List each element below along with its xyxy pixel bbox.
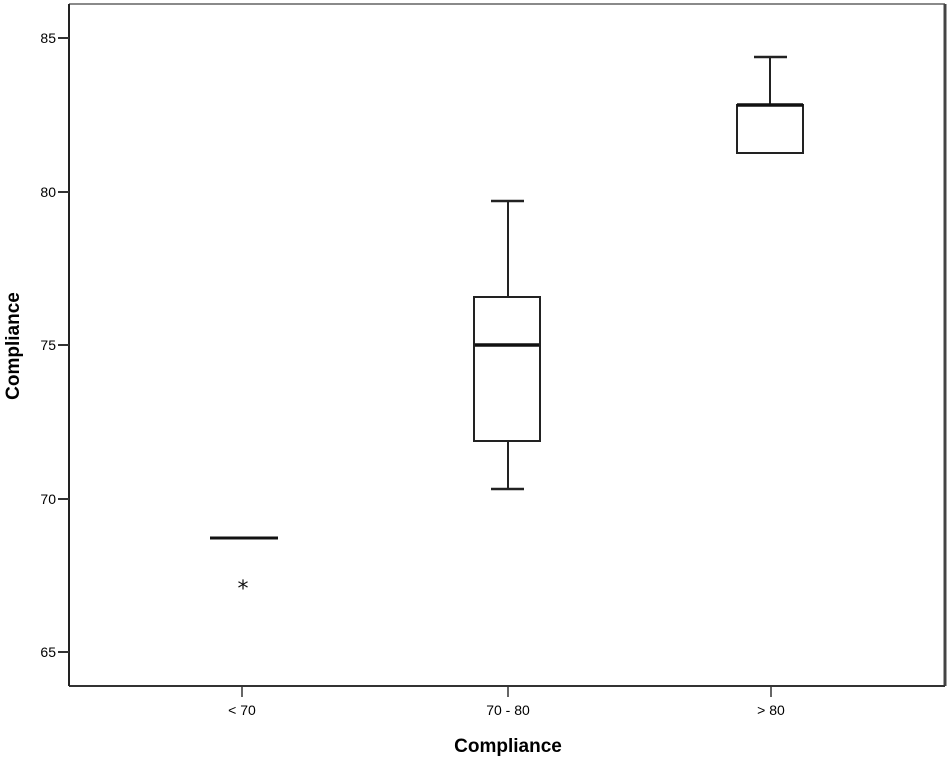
x-axis: < 70 70 - 80 > 80 Compliance	[228, 686, 785, 757]
y-tick-label: 65	[40, 644, 56, 660]
y-tick-label: 80	[40, 184, 56, 200]
y-tick-label: 85	[40, 30, 56, 46]
y-tick-label: 70	[40, 491, 56, 507]
box-lt-70: *	[210, 536, 278, 602]
y-axis: 85 80 75 70 65 Compliance	[3, 30, 69, 660]
x-tick-label: 70 - 80	[486, 702, 530, 718]
plot-frame	[68, 3, 947, 687]
outlier-star-icon: *	[238, 577, 249, 602]
x-tick-label: < 70	[228, 702, 256, 718]
x-axis-title: Compliance	[454, 736, 562, 757]
iqr-box	[473, 296, 541, 442]
box-gt-80	[736, 55, 804, 154]
y-axis-title: Compliance	[3, 292, 24, 400]
iqr-box	[736, 104, 804, 154]
box-70-80	[473, 199, 541, 491]
x-tick-label: > 80	[757, 702, 785, 718]
y-tick-label: 75	[40, 337, 56, 353]
